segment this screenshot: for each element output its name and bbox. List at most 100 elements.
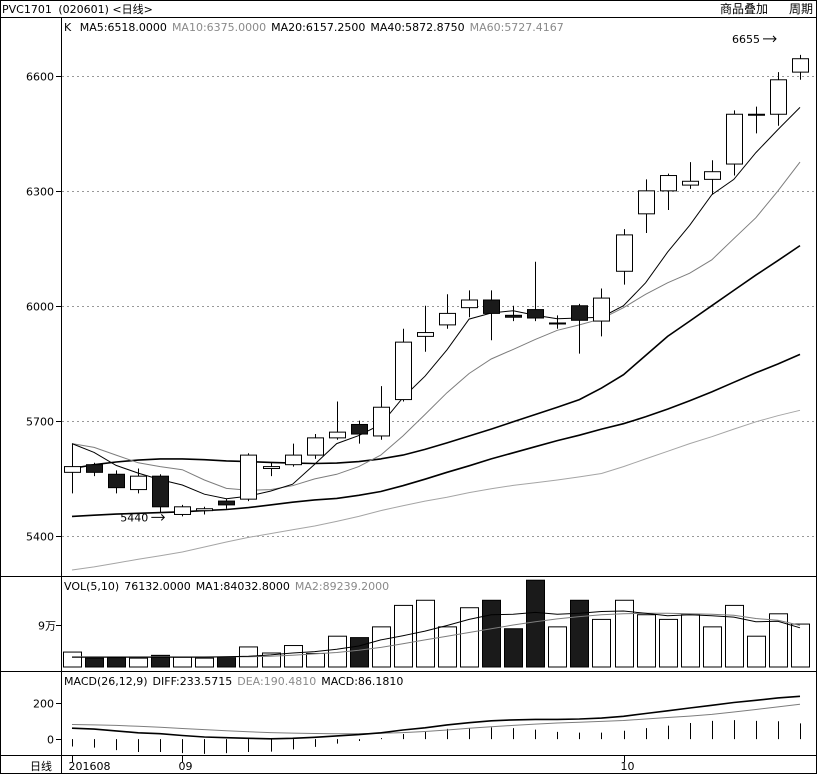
candle-body [527,309,544,319]
candle-body [196,508,213,512]
candlestick [64,443,81,494]
candlestick [505,305,522,322]
candle-body [174,506,191,515]
legend-item: 76132.0000 [124,580,190,593]
price-tick-label: 5400 [26,531,54,544]
legend-item: MA60:5727.4167 [470,21,564,34]
volume-bar [85,657,104,668]
volume-bar [769,613,788,668]
volume-bar [526,579,545,668]
candlestick [263,462,280,477]
candle-body [307,437,324,456]
volume-bar [151,654,170,668]
volume-tick-label: 9万 [38,620,56,633]
macd-tick-label: 200 [33,698,54,711]
candlestick [748,106,765,134]
candle-body [130,475,147,491]
legend-item: DIFF:233.5715 [153,675,233,688]
candlestick [483,290,500,341]
volume-bar [548,626,567,668]
legend-item: MA1:84032.8000 [196,580,290,593]
volume-bar [217,656,236,668]
price-tick-label: 5700 [26,416,54,429]
candlestick [240,453,257,502]
volume-bar [306,652,325,668]
period-button[interactable]: 周期 [789,2,813,16]
candlestick [439,294,456,329]
candlestick [792,54,809,80]
candle-body [461,299,478,309]
volume-bar [107,657,126,668]
candlestick [373,386,390,440]
candle-body [770,79,787,115]
candlestick [417,305,434,352]
macd-axis: 0 200 [33,698,62,747]
macd-lines [71,695,801,740]
candle-body [351,423,368,435]
candlestick [593,288,610,337]
macd-histogram [72,720,801,754]
volume-axis: 9万 [38,620,62,633]
price-tick-label: 6300 [26,186,54,199]
legend-item: MA2:89239.2000 [295,580,389,593]
volume-bar [482,599,501,668]
volume-bar [615,599,634,668]
volume-bars [63,579,810,668]
candle-body [638,190,655,215]
candle-body [704,171,721,180]
candle-body [373,406,390,437]
candlestick [616,229,633,285]
volume-ma-lines [72,610,801,658]
volume-bar [725,604,744,668]
kline-indicators: MA5:6518.0000 MA10:6375.0000 MA20:6157.250… [80,21,564,34]
candlestick [218,499,235,509]
volume-legend: VOL(5,10) 76132.0000 MA1:84032.8000 MA2:892… [64,580,389,593]
legend-item: MA5:6518.0000 [80,21,167,34]
kline-legend: K MA5:6518.0000 MA10:6375.0000 MA20:6157.2… [64,21,564,34]
candle-body [792,58,809,73]
candle-body [218,500,235,506]
volume-bar [195,657,214,668]
volume-bar [350,637,369,668]
low-price-label: 5440 [120,511,148,524]
symbol-period: <日线> [112,2,152,16]
candlestick [108,470,125,494]
candle-body [682,180,699,186]
volume-bar [504,628,523,668]
volume-bar [592,618,611,668]
symbol-title: PVC1701 (020601) <日线> [2,2,153,16]
candlestick [395,328,412,402]
candle-body [660,175,677,192]
candlestick [86,462,103,477]
candlestick [527,261,544,322]
symbol-name: PVC1701 [2,3,52,16]
volume-bar [63,651,82,668]
candlestick [549,315,566,329]
x-axis-label: 日线 [30,759,52,773]
candlesticks [64,54,809,517]
candle-body [240,454,257,500]
candlestick [726,110,743,176]
volume-bar [394,604,413,668]
volume-bar [438,626,457,668]
candlestick [770,72,787,126]
candlestick [152,474,169,513]
candlestick [285,443,302,467]
price-tick-label: 6000 [26,301,54,314]
candlestick [351,420,368,444]
date-axis: 日线 201608 09 10 [30,756,635,773]
candle-body [152,475,169,508]
candle-body [285,454,302,466]
moving-average-lines [71,107,801,571]
candlestick [682,162,699,189]
date-tick-label: 10 [621,760,635,773]
candle-body [86,464,103,473]
candlestick [704,160,721,195]
candle-body [616,234,633,272]
volume-bar [416,599,435,668]
volume-bar [703,626,722,668]
commodity-overlay-button[interactable]: 商品叠加 [720,1,768,16]
volume-bar [129,657,148,668]
volume-bar [173,656,192,668]
